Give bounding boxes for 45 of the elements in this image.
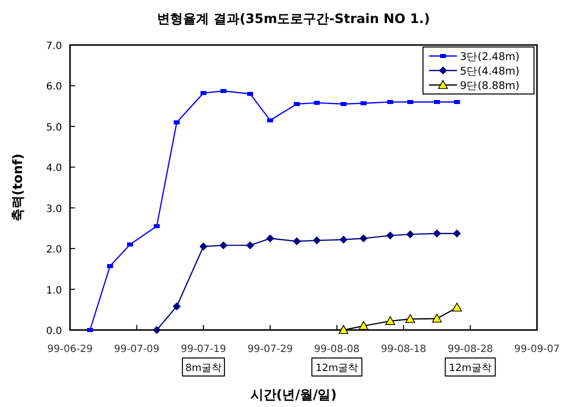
chart-title: 변형율계 결과(35m도로구간-Strain NO 1.) [157,12,430,27]
point [360,234,368,242]
y-tick-label: 6.0 [46,82,62,93]
point [219,241,228,250]
point [338,325,348,334]
point [406,230,414,238]
x-tick-label: 99-07-29 [247,344,293,355]
x-tick-label: 99-09-07 [514,344,560,355]
y-tick-label: 3.0 [46,204,62,215]
point [432,230,441,238]
legend-label: 9단(8.88m) [460,80,520,92]
text: 8m굴착 [185,363,222,374]
point [292,237,301,246]
point [452,230,461,238]
point [385,316,396,325]
y-tick-label: 1.0 [46,285,62,296]
point [152,326,161,334]
point [199,242,208,251]
y-tick-label: 4.0 [46,163,62,174]
point [266,234,274,242]
y-tick-label: 0.0 [46,326,62,337]
point [432,314,442,322]
y-tick-label: 7.0 [46,41,62,52]
point [452,302,462,312]
text: 12m굴착 [316,363,358,374]
point [312,236,321,244]
point [358,321,368,330]
legend-label: 3단(2.48m) [460,51,520,63]
x-axis-title: 시간(년/월/일) [250,388,337,403]
x-tick-label: 99-08-28 [448,344,493,355]
point [405,314,416,323]
legend-label: 5단(4.48m) [460,66,520,78]
point [340,236,348,244]
y-axis-title: 축력(tonf) [11,154,26,222]
point [246,241,254,250]
x-tick-label: 99-08-08 [314,344,360,355]
y-tick-label: 5.0 [46,122,62,134]
x-tick-label: 99-07-19 [180,344,226,355]
point [386,232,394,240]
x-tick-label: 99-06-29 [47,344,93,355]
x-tick-label: 99-08-18 [380,344,426,355]
point [172,302,181,310]
x-tick-label: 99-07-09 [114,344,160,355]
text: 12m굴착 [449,363,492,374]
y-tick-label: 2.0 [46,244,62,256]
